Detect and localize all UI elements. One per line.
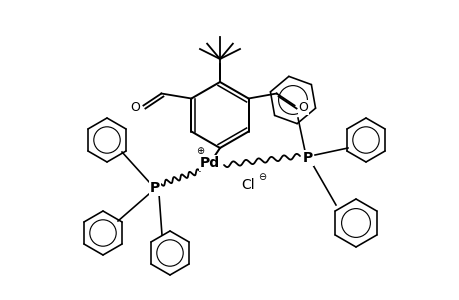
Text: O: O	[298, 101, 308, 114]
Text: Cl: Cl	[241, 178, 254, 192]
Text: Pd: Pd	[200, 156, 219, 170]
Text: ⊖: ⊖	[257, 172, 265, 182]
Text: ⊕: ⊕	[196, 146, 204, 156]
Text: P: P	[150, 181, 160, 195]
Text: O: O	[130, 101, 140, 114]
Text: P: P	[302, 151, 313, 165]
